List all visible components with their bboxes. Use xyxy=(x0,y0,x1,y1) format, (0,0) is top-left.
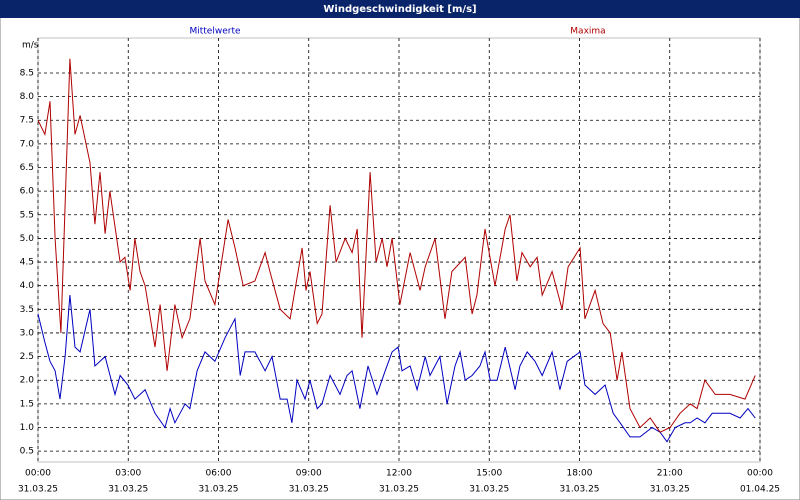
x-tick-label: 12:00 xyxy=(386,469,412,479)
y-tick-label: 7.5 xyxy=(20,116,34,126)
x-tick-date: 31.03.25 xyxy=(198,485,238,495)
x-tick-label: 15:00 xyxy=(476,469,502,479)
y-tick-label: 4.0 xyxy=(20,281,35,291)
series-line xyxy=(37,295,756,443)
y-tick-label: 1.0 xyxy=(20,423,35,433)
x-tick-date: 31.03.25 xyxy=(108,485,148,495)
x-tick-date: 31.03.25 xyxy=(559,485,599,495)
y-tick-label: 0.5 xyxy=(20,447,34,457)
title-bar xyxy=(0,0,800,18)
y-tick-label: 4.5 xyxy=(20,258,34,268)
chart-title: Windgeschwindigkeit [m/s] xyxy=(323,4,476,15)
y-tick-label: 2.0 xyxy=(20,376,35,386)
legend-entry: Maxima xyxy=(570,27,605,37)
x-tick-date: 01.04.25 xyxy=(740,485,780,495)
y-tick-label: 2.5 xyxy=(20,352,34,362)
x-tick-date: 31.03.25 xyxy=(289,485,329,495)
y-tick-label: 8.0 xyxy=(20,92,35,102)
y-axis-label: m/s xyxy=(22,41,39,51)
x-tick-date: 31.03.25 xyxy=(650,485,690,495)
x-tick-label: 03:00 xyxy=(115,469,141,479)
x-tick-label: 21:00 xyxy=(657,469,683,479)
series-line xyxy=(37,58,756,433)
x-tick-label: 09:00 xyxy=(296,469,322,479)
x-tick-label: 00:00 xyxy=(747,469,773,479)
y-tick-label: 3.0 xyxy=(20,328,35,338)
x-tick-label: 18:00 xyxy=(567,469,593,479)
y-tick-label: 3.5 xyxy=(20,305,34,315)
y-tick-label: 5.5 xyxy=(20,210,34,220)
y-tick-label: 1.5 xyxy=(20,399,34,409)
y-tick-label: 5.0 xyxy=(20,234,35,244)
y-tick-label: 8.5 xyxy=(20,68,34,78)
legend-entry: Mittelwerte xyxy=(189,27,240,37)
y-tick-label: 6.5 xyxy=(20,163,34,173)
x-tick-date: 31.03.25 xyxy=(18,485,58,495)
x-tick-label: 00:00 xyxy=(25,469,51,479)
x-tick-date: 31.03.25 xyxy=(469,485,509,495)
y-tick-label: 6.0 xyxy=(20,187,35,197)
x-tick-date: 31.03.25 xyxy=(379,485,419,495)
y-tick-label: 7.0 xyxy=(20,139,35,149)
x-tick-label: 06:00 xyxy=(206,469,232,479)
